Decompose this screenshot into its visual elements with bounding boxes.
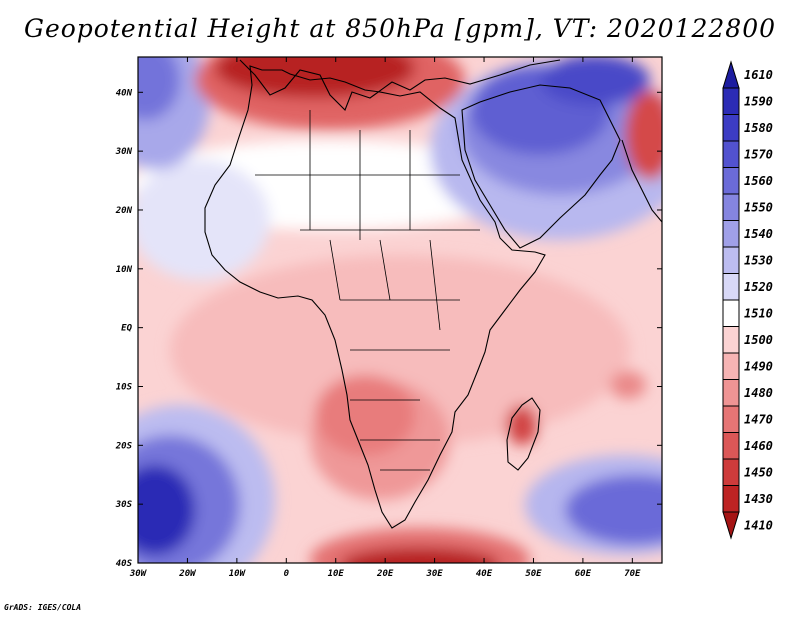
colorbar: 1610 1590 1580 1570 1560 1550 1540 1530 1520 1510… (722, 60, 773, 540)
x-tick-label: 10W (229, 569, 247, 579)
x-tick-label: 30E (425, 569, 443, 579)
y-tick-label: 10S (116, 382, 133, 392)
y-tick-label: 20S (115, 441, 133, 451)
colorbar-label: 1610 (744, 68, 773, 82)
colorbar-segment (722, 140, 740, 168)
colorbar-label: 1520 (744, 280, 773, 294)
y-tick-label: 30N (115, 147, 133, 157)
x-axis: 30W 20W 10W 0 10E 20E 30E 40E 50E 60E 70E (129, 57, 641, 579)
colorbar-label: 1510 (744, 307, 773, 321)
colorbar-label: 1460 (744, 439, 773, 453)
chart-title: Geopotential Height at 850hPa [gpm], VT:… (23, 14, 777, 43)
x-tick-label: 60E (575, 569, 592, 579)
x-tick-label: 70E (624, 569, 641, 579)
south-atlantic-high-core (138, 465, 195, 555)
colorbar-label: 1560 (744, 174, 773, 188)
colorbar-label: 1430 (744, 492, 773, 506)
colorbar-label: 1580 (744, 121, 773, 135)
colorbar-label: 1470 (744, 413, 773, 427)
x-tick-label: 20W (178, 569, 197, 579)
colorbar-segment (722, 193, 740, 221)
y-tick-label: 30S (115, 500, 133, 510)
madagascar-outline (506, 397, 541, 471)
south-indian-high-core (565, 475, 662, 545)
colorbar-segment (722, 352, 740, 380)
colorbar-label: 1450 (744, 466, 773, 480)
y-tick-label: 20N (115, 206, 133, 216)
mediterranean-low-core (215, 57, 415, 98)
colorbar-label: 1540 (744, 227, 773, 241)
atlantic-weak-high (138, 160, 270, 280)
x-tick-label: 10E (328, 569, 345, 579)
colorbar-label: 1490 (744, 360, 773, 374)
europe-coastline (239, 59, 561, 111)
colorbar-segment (722, 273, 740, 301)
india-coastline (621, 139, 662, 223)
colorbar-max-arrow (722, 60, 740, 89)
colorbar-label: 1500 (744, 333, 773, 347)
africa-borders (255, 110, 480, 471)
coastlines (204, 59, 662, 529)
grads-credit: GrADS: IGES/COLA (4, 603, 82, 612)
arabia-outline (461, 84, 621, 249)
colorbar-segment (722, 326, 740, 354)
y-tick-label: EQ (121, 324, 132, 334)
map-frame (137, 56, 663, 564)
kalahari-low (315, 375, 415, 455)
y-axis: 40N 30N 20N 10N EQ 10S 20S 30S 40S (115, 88, 662, 569)
colorbar-segment (722, 246, 740, 274)
colorbar-label: 1550 (744, 201, 773, 215)
colorbar-segment (722, 379, 740, 407)
colorbar-segment (722, 405, 740, 433)
colorbar-segment (722, 432, 740, 460)
height-field (138, 57, 662, 563)
colorbar-segment (722, 299, 740, 327)
x-tick-label: 0 (284, 569, 290, 579)
colorbar-segment (722, 114, 740, 142)
indian-ocean-low (610, 371, 646, 399)
iran-high-core (540, 57, 650, 105)
southern-low-core (340, 547, 500, 563)
india-low (625, 90, 662, 180)
colorbar-label: 1570 (744, 148, 773, 162)
africa-coastline (204, 65, 546, 529)
north-atlantic-high-core (138, 57, 180, 120)
y-tick-label: 10N (116, 265, 133, 275)
x-tick-label: 30W (129, 569, 148, 579)
colorbar-label: 1410 (744, 519, 773, 533)
y-tick-label: 40S (116, 559, 133, 569)
colorbar-segment (722, 167, 740, 195)
colorbar-segment (722, 87, 740, 115)
colorbar-segment (722, 220, 740, 248)
colorbar-label: 1590 (744, 95, 773, 109)
colorbar-segment (722, 485, 740, 513)
colorbar-label: 1480 (744, 386, 773, 400)
x-tick-label: 20E (376, 569, 394, 579)
colorbar-label: 1530 (744, 254, 773, 268)
colorbar-segment (722, 458, 740, 486)
colorbar-min-arrow (722, 511, 740, 540)
x-tick-label: 50E (525, 569, 542, 579)
y-tick-label: 40N (116, 88, 133, 98)
x-tick-label: 40E (476, 569, 493, 579)
